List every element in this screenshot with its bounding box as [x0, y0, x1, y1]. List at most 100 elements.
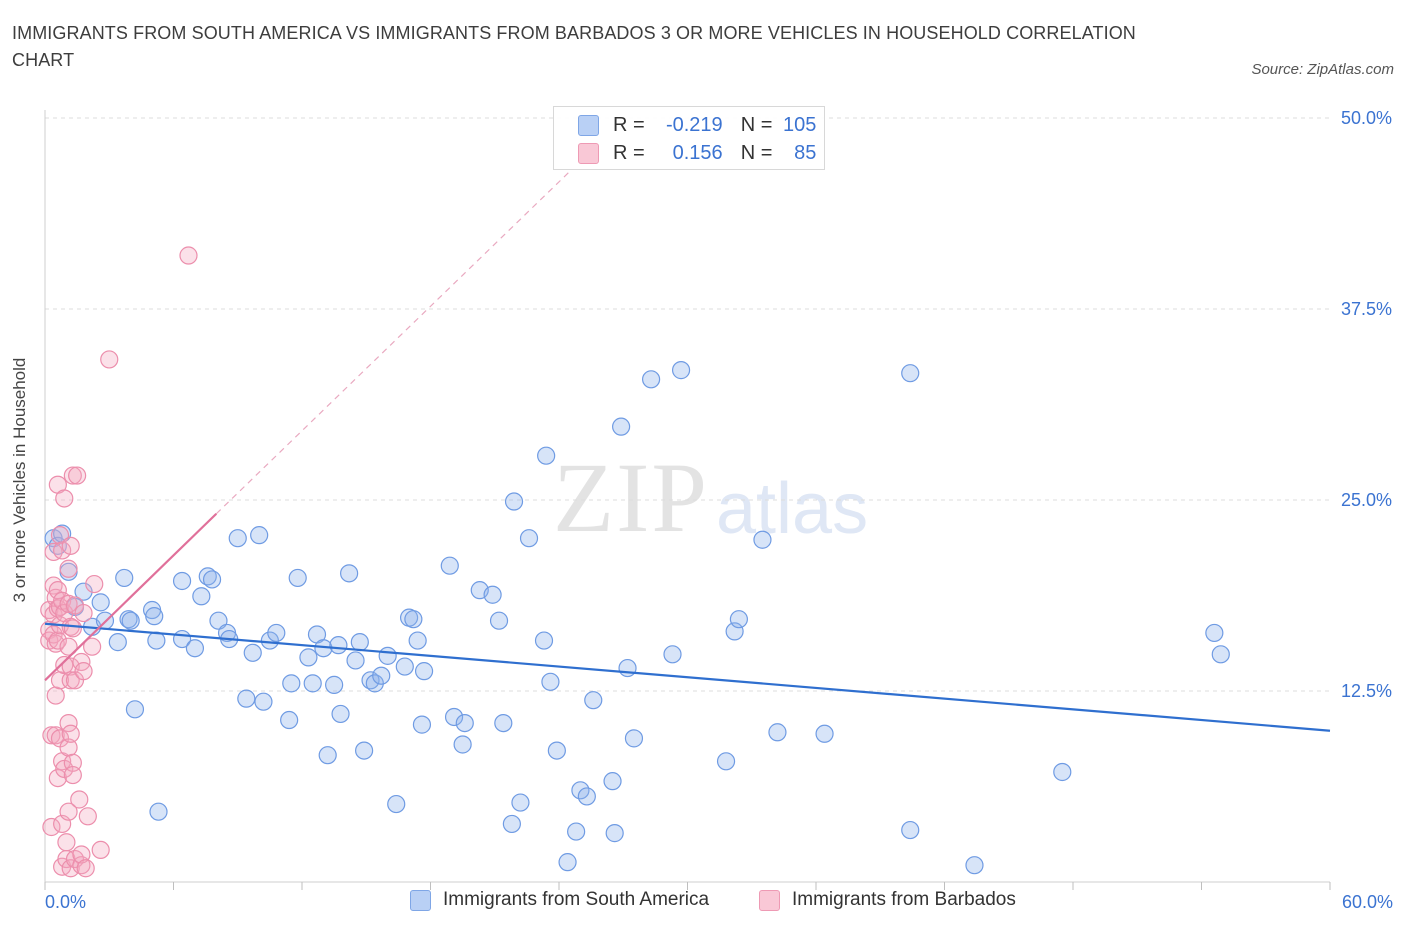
south-america-point [243, 643, 262, 662]
south-america-point [511, 793, 530, 812]
south-america-point [288, 568, 307, 588]
barbados-point [63, 765, 82, 785]
south-america-point [483, 585, 502, 604]
barbados-point [55, 655, 74, 675]
y-tick-label: 25.0% [1341, 490, 1392, 510]
barbados-point [85, 574, 104, 594]
south-america-point [537, 446, 556, 465]
legend-n-label: N = [740, 113, 773, 136]
legend-n-value: 105 [783, 113, 817, 136]
barbados-point [91, 840, 110, 860]
south-america-point [444, 707, 464, 727]
barbados-point [48, 631, 67, 650]
south-america-point [228, 529, 247, 548]
south-america-point [716, 752, 736, 771]
barbados-point [48, 768, 67, 788]
south-america-point [502, 814, 521, 834]
south-america-point [584, 691, 603, 710]
stats-legend: R = -0.219 N = 105 R = 0.156 N = 85 [553, 106, 825, 170]
point-layer [40, 246, 1230, 878]
south-america-point [404, 610, 423, 629]
south-america-point [237, 689, 256, 708]
south-america-point [901, 364, 920, 383]
south-america-point [1205, 623, 1224, 643]
barbados-trend-line-extension [215, 171, 571, 515]
south-america-point [280, 710, 299, 730]
legend-r-label: R = [613, 141, 645, 164]
bottom-legend-label: Immigrants from Barbados [792, 889, 1016, 910]
south-america-point [303, 674, 322, 693]
south-america-point [453, 735, 472, 754]
barbados-point [76, 859, 95, 878]
south-america-point [172, 571, 192, 591]
south-america-point [618, 658, 637, 678]
south-america-point [325, 675, 344, 694]
south-america-point [185, 639, 205, 658]
source-label: Source: ZipAtlas.com [1251, 61, 1394, 78]
south-america-point [267, 623, 286, 643]
y-tick-label: 37.5% [1341, 299, 1392, 319]
bottom-legend-label: Immigrants from South America [443, 889, 710, 910]
watermark-atlas: atlas [716, 469, 869, 549]
legend-r-label: R = [613, 113, 645, 136]
x-tick-label-min: 0.0% [45, 892, 86, 912]
south-america-point [577, 787, 596, 806]
south-america-point [149, 802, 168, 821]
south-america-point [372, 666, 391, 685]
legend-r-value: 0.156 [672, 141, 723, 164]
south-america-point [395, 657, 414, 676]
barbados-point [59, 594, 78, 614]
south-america-point [753, 530, 772, 549]
barbados-point [61, 724, 80, 743]
south-america-point [603, 772, 622, 791]
barbados-point [42, 817, 61, 837]
south-america-point [145, 607, 164, 626]
barbados-point [72, 845, 91, 864]
south-america-point [192, 587, 211, 606]
legend-n-value: 85 [794, 141, 817, 164]
south-america-point [282, 674, 301, 693]
south-america-point [663, 645, 682, 664]
barbados-point [59, 637, 78, 656]
south-america-point [534, 631, 554, 650]
south-america-point [440, 556, 459, 575]
south-america-point [250, 526, 269, 545]
south-america-point [494, 713, 513, 733]
barbados-point [74, 603, 93, 623]
barbados-point [68, 466, 87, 485]
south-america-point [346, 651, 365, 670]
south-america-point [519, 529, 539, 548]
south-america-point [567, 822, 586, 841]
barbados-point [61, 859, 80, 878]
south-america-point [541, 672, 560, 691]
barbados-point [55, 489, 74, 508]
legend-r-value: -0.219 [665, 113, 723, 136]
south-america-point [260, 631, 279, 650]
south-america-point [965, 856, 984, 875]
south-america-point [202, 570, 222, 589]
barbados-point [100, 350, 119, 369]
south-america-point [331, 704, 350, 724]
x-tick-label-max: 60.0% [1342, 892, 1393, 912]
barbados-point [74, 662, 93, 681]
legend-swatch-pink [578, 142, 599, 164]
south-america-point [815, 724, 834, 743]
south-america-point [504, 492, 524, 511]
barbados-point [83, 637, 102, 656]
south-america-point [547, 741, 566, 760]
south-america-point [115, 568, 134, 588]
south-america-point [1053, 762, 1072, 782]
y-tick-label: 50.0% [1341, 108, 1392, 128]
chart-title: IMMIGRANTS FROM SOUTH AMERICA VS IMMIGRA… [12, 23, 1136, 70]
barbados-point [78, 807, 97, 826]
axis-layer [44, 110, 1331, 890]
barbados-point [63, 466, 82, 485]
barbados-point [61, 671, 80, 690]
south-america-point [558, 853, 577, 872]
south-america-point [387, 794, 406, 814]
bottom-legend-barbados: Immigrants from Barbados [759, 889, 1016, 911]
south-america-point [624, 729, 644, 748]
south-america-trend-line [44, 622, 1331, 732]
barbados-point [46, 686, 65, 705]
legend-row-south-america: R = -0.219 N = 105 [578, 113, 816, 137]
